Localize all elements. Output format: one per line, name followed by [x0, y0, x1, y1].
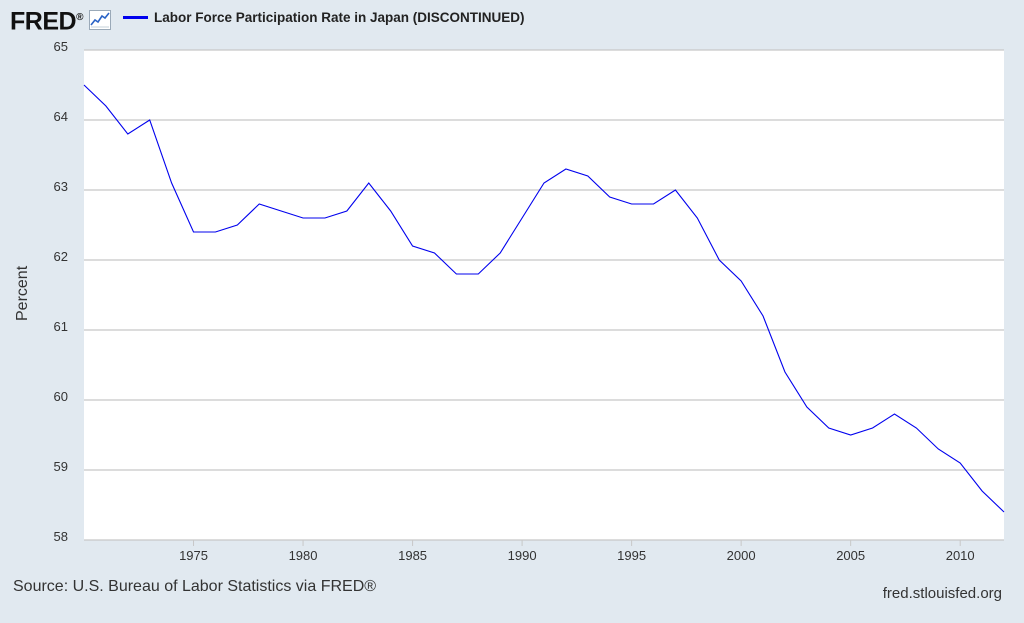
y-tick-label: 65	[54, 39, 68, 54]
data-point[interactable]	[694, 215, 700, 221]
data-point[interactable]	[278, 208, 284, 214]
data-point[interactable]	[891, 411, 897, 417]
data-point[interactable]	[782, 369, 788, 375]
data-point[interactable]	[410, 243, 416, 249]
fred-logo[interactable]: FRED®	[10, 7, 83, 36]
data-point[interactable]	[629, 201, 635, 207]
data-point[interactable]	[147, 117, 153, 123]
data-point[interactable]	[344, 208, 350, 214]
data-point[interactable]	[607, 194, 613, 200]
series-line[interactable]	[83, 84, 1005, 513]
data-point[interactable]	[826, 425, 832, 431]
y-tick-label: 61	[54, 319, 68, 334]
data-point[interactable]	[935, 446, 941, 452]
data-point[interactable]	[497, 250, 503, 256]
data-point[interactable]	[366, 180, 372, 186]
legend-label: Labor Force Participation Rate in Japan …	[154, 10, 525, 25]
data-point[interactable]	[848, 432, 854, 438]
data-point[interactable]	[672, 187, 678, 193]
y-tick-labels: 58 59 60 61 62 63 64 65	[54, 39, 68, 544]
y-tick-label: 59	[54, 459, 68, 474]
data-point[interactable]	[541, 180, 547, 186]
data-point[interactable]	[234, 222, 240, 228]
x-tick-label: 1975	[179, 548, 208, 563]
trend-chart-icon	[88, 10, 111, 30]
data-point[interactable]	[388, 208, 394, 214]
x-tick-label: 1990	[508, 548, 537, 563]
data-point[interactable]	[651, 201, 657, 207]
data-point[interactable]	[256, 201, 262, 207]
data-point[interactable]	[716, 257, 722, 263]
data-point[interactable]	[804, 404, 810, 410]
x-tick-label: 1995	[617, 548, 646, 563]
data-point[interactable]	[81, 82, 87, 88]
series-group	[81, 82, 1007, 515]
data-point[interactable]	[103, 103, 109, 109]
y-tick-label: 58	[54, 529, 68, 544]
legend: Labor Force Participation Rate in Japan …	[123, 10, 525, 25]
data-point[interactable]	[169, 180, 175, 186]
data-point[interactable]	[738, 278, 744, 284]
data-point[interactable]	[431, 250, 437, 256]
x-tick-label: 2000	[727, 548, 756, 563]
x-tick-label: 2005	[836, 548, 865, 563]
data-point[interactable]	[191, 229, 197, 235]
data-point[interactable]	[1001, 509, 1007, 515]
y-tick-label: 63	[54, 179, 68, 194]
plot-area	[84, 50, 1004, 540]
data-point[interactable]	[870, 425, 876, 431]
data-point[interactable]	[212, 229, 218, 235]
site-link[interactable]: fred.stlouisfed.org	[882, 585, 1002, 602]
data-point[interactable]	[519, 215, 525, 221]
source-note: Source: U.S. Bureau of Labor Statistics …	[13, 578, 377, 595]
data-point[interactable]	[300, 215, 306, 221]
data-point[interactable]	[979, 488, 985, 494]
data-point[interactable]	[760, 313, 766, 319]
data-point[interactable]	[585, 173, 591, 179]
x-tick-label: 2010	[946, 548, 975, 563]
data-point[interactable]	[957, 460, 963, 466]
legend-swatch	[123, 16, 148, 19]
data-point[interactable]	[322, 215, 328, 221]
data-point[interactable]	[453, 271, 459, 277]
registered-mark: ®	[76, 12, 83, 24]
x-tick-labels: 1975 1980 1985 1990 1995 2000 2005 2010	[179, 540, 975, 563]
y-tick-label: 60	[54, 389, 68, 404]
y-tick-label: 62	[54, 249, 68, 264]
fred-logo-row[interactable]: FRED®	[10, 6, 111, 36]
data-point[interactable]	[475, 271, 481, 277]
data-point[interactable]	[563, 166, 569, 172]
x-tick-label: 1980	[289, 548, 318, 563]
x-tick-label: 1985	[398, 548, 427, 563]
y-tick-label: 64	[54, 109, 68, 124]
data-point[interactable]	[913, 425, 919, 431]
data-point[interactable]	[125, 131, 131, 137]
